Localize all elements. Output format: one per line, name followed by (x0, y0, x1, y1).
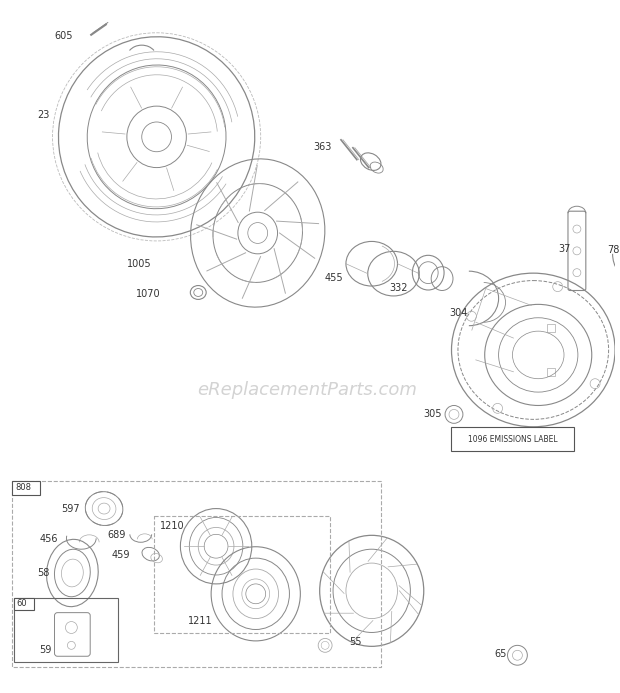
Text: 808: 808 (16, 483, 32, 492)
Text: 58: 58 (38, 568, 50, 578)
Text: 456: 456 (40, 534, 58, 544)
Text: 55: 55 (349, 638, 361, 647)
Text: 363: 363 (313, 142, 332, 152)
Text: 689: 689 (107, 530, 125, 541)
Text: 1070: 1070 (136, 288, 161, 299)
Text: 1210: 1210 (159, 521, 184, 532)
Text: 597: 597 (61, 504, 80, 514)
FancyBboxPatch shape (12, 481, 40, 495)
Text: 1005: 1005 (127, 258, 151, 269)
Text: eReplacementParts.com: eReplacementParts.com (197, 380, 417, 398)
Text: 1096 EMISSIONS LABEL: 1096 EMISSIONS LABEL (467, 435, 557, 444)
Text: 60: 60 (17, 599, 27, 608)
Text: 78: 78 (608, 245, 620, 255)
Bar (14, 598, 118, 663)
Text: 1211: 1211 (188, 615, 213, 626)
Text: 65: 65 (495, 649, 507, 659)
FancyBboxPatch shape (451, 428, 574, 451)
Text: 305: 305 (423, 410, 442, 419)
Bar (12, 481, 381, 667)
Text: 304: 304 (449, 308, 467, 318)
Bar (154, 516, 330, 633)
Text: 332: 332 (389, 283, 408, 292)
Text: 605: 605 (55, 30, 73, 41)
Text: 37: 37 (558, 244, 570, 254)
FancyBboxPatch shape (14, 598, 33, 610)
Text: 23: 23 (38, 110, 50, 120)
Text: 455: 455 (324, 272, 343, 283)
Text: 459: 459 (112, 550, 130, 560)
Text: 59: 59 (40, 645, 52, 656)
